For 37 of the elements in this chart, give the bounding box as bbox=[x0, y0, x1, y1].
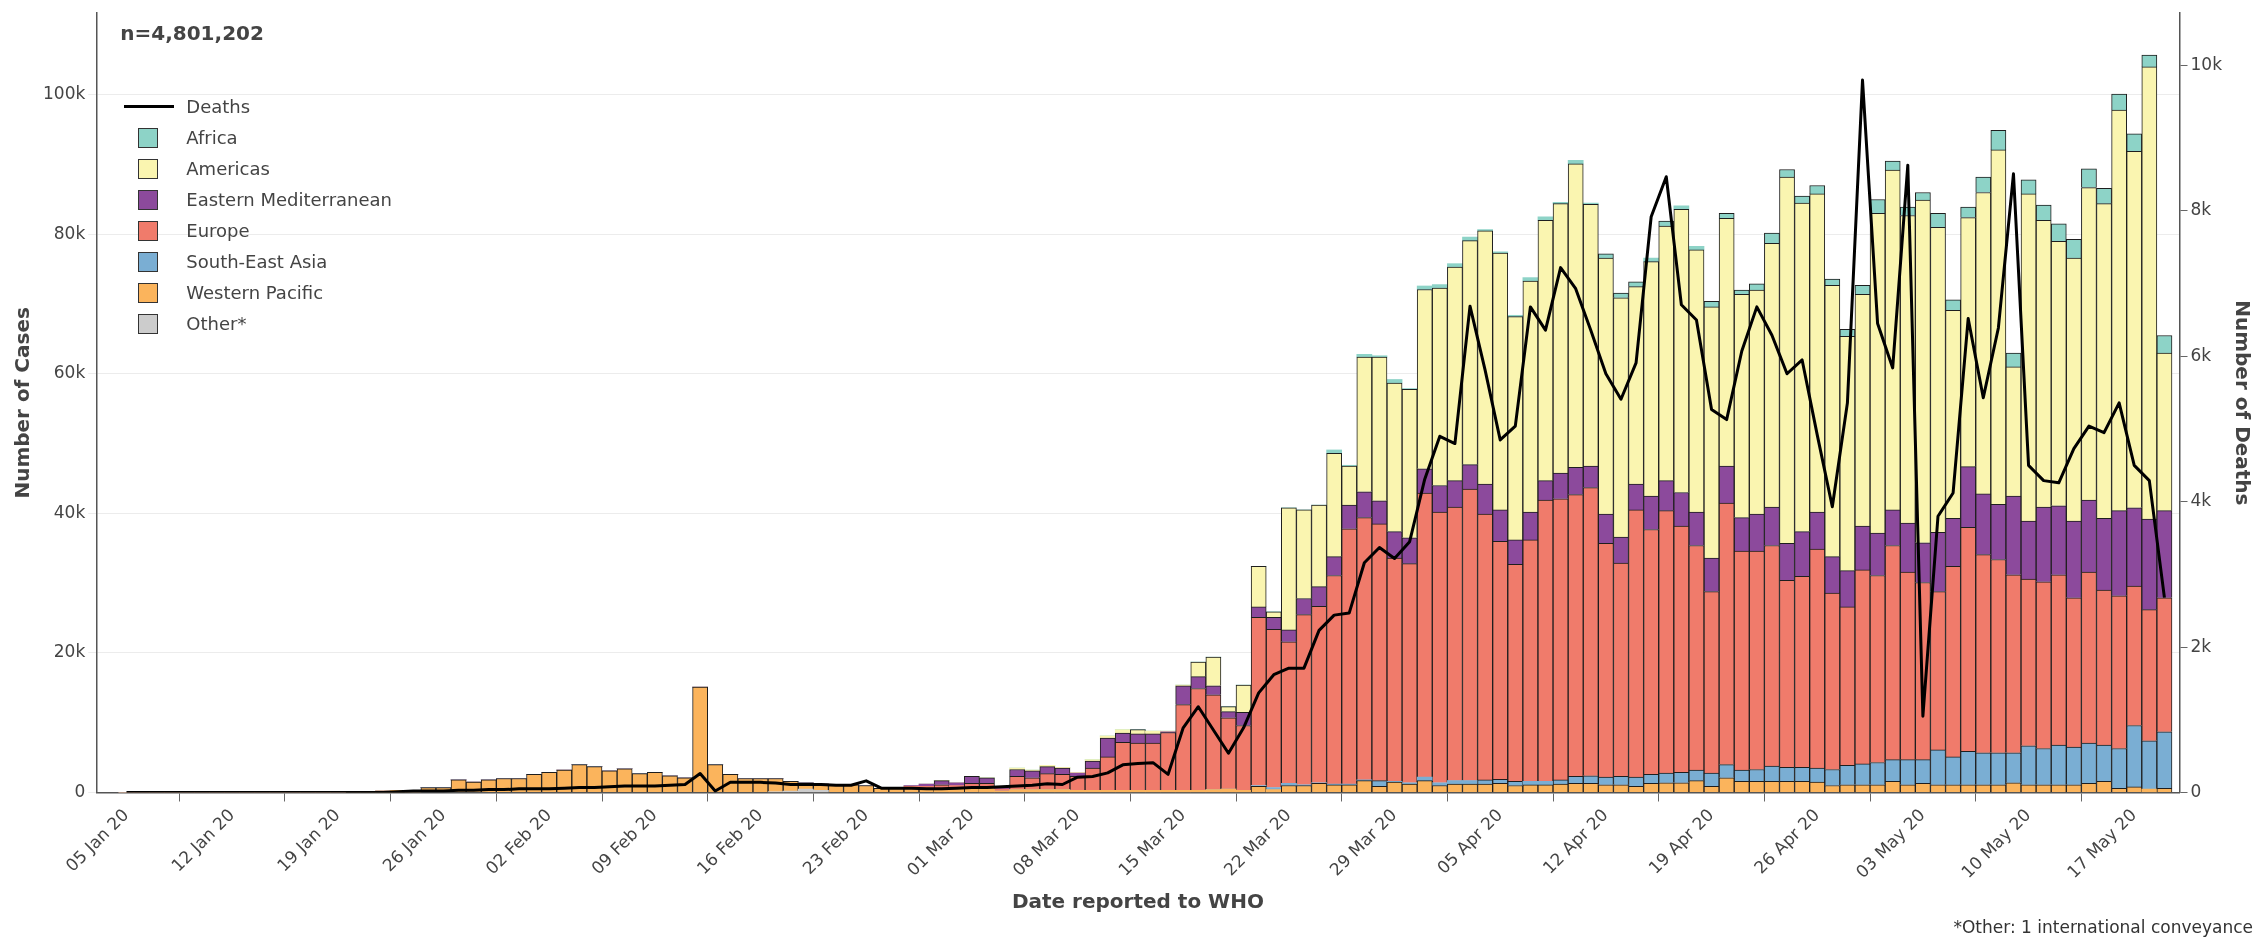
y-tick-label: 100k bbox=[43, 83, 86, 104]
y2-axis-title: Number of Deaths bbox=[2230, 300, 2255, 506]
legend-label: Other* bbox=[186, 313, 247, 335]
legend-label: South-East Asia bbox=[186, 251, 328, 273]
x-tick-label: 05 Apr 20 bbox=[1432, 804, 1507, 878]
x-tick-label: 23 Feb 20 bbox=[798, 804, 873, 879]
x-tick-label: 09 Feb 20 bbox=[587, 804, 661, 879]
legend-label: Western Pacific bbox=[186, 282, 324, 304]
x-tick-label: 19 Jan 20 bbox=[272, 804, 344, 876]
legend-label: Africa bbox=[186, 127, 238, 149]
x-tick-label: 12 Apr 20 bbox=[1538, 804, 1612, 878]
text: n=4,801,202 bbox=[120, 21, 264, 46]
y-axis-title: Number of Cases bbox=[10, 307, 35, 499]
x-tick-label: 26 Jan 20 bbox=[378, 804, 450, 876]
x-axis-title: Date reported to WHO bbox=[1011, 889, 1264, 914]
x-tick-label: 05 Jan 20 bbox=[61, 804, 133, 876]
legend-label: Eastern Mediterranean bbox=[186, 189, 393, 211]
y-tick-label: 60k bbox=[53, 362, 86, 383]
y2-tick-label: 4k bbox=[2190, 490, 2212, 511]
x-tick-label: 12 Jan 20 bbox=[167, 804, 239, 876]
y-tick-label: 80k bbox=[53, 222, 86, 243]
x-tick-label: 19 Apr 20 bbox=[1644, 804, 1718, 878]
y2-tick-label: 0 bbox=[2190, 780, 2202, 801]
x-tick-label: 26 Apr 20 bbox=[1750, 804, 1824, 878]
y2-tick-label: 2k bbox=[2190, 635, 2212, 656]
legend-label: Americas bbox=[186, 158, 270, 180]
x-tick-label: 02 Feb 20 bbox=[481, 804, 556, 879]
y2-tick-label: 6k bbox=[2190, 344, 2212, 365]
y2-tick-label: 10k bbox=[2190, 53, 2223, 74]
legend-label: Deaths bbox=[186, 96, 251, 118]
legend-label: Europe bbox=[186, 220, 250, 242]
text: *Other: 1 international conveyance bbox=[1953, 917, 2253, 937]
x-tick-label: 16 Feb 20 bbox=[692, 804, 767, 879]
y2-tick-label: 8k bbox=[2190, 199, 2212, 220]
y-tick-label: 20k bbox=[53, 641, 86, 662]
y-tick-label: 40k bbox=[53, 501, 86, 522]
y-tick-label: 0 bbox=[74, 780, 86, 801]
